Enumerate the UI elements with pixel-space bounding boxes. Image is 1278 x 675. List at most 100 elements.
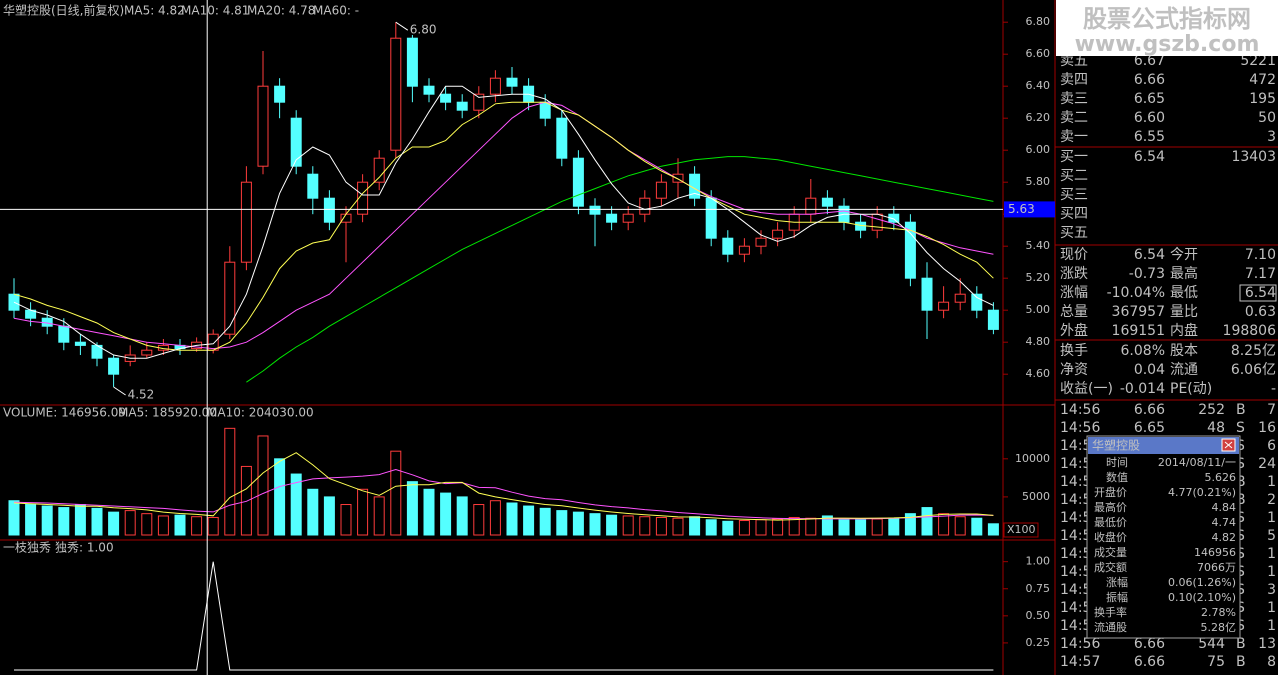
book-price: 6.67	[1134, 53, 1165, 69]
book-volume: 472	[1249, 72, 1276, 88]
volume-bar	[506, 502, 518, 536]
y-tick-label: 0.50	[1026, 609, 1051, 622]
quote-label: 涨跌	[1060, 266, 1088, 282]
candle-body	[456, 101, 468, 111]
volume-bar	[307, 488, 319, 536]
volume-bar	[755, 519, 767, 536]
book-label: 买五	[1060, 225, 1088, 241]
trade-volume: 252	[1198, 402, 1225, 418]
candle-body	[224, 261, 236, 335]
chart-title: 华塑控股(日线,前复权)	[3, 3, 124, 18]
trade-count: 1	[1267, 474, 1276, 490]
candle-body	[589, 205, 601, 215]
candle-body	[373, 157, 385, 183]
volume-bar	[340, 504, 352, 536]
book-label: 卖一	[1060, 129, 1088, 145]
popup-key: 流通股	[1094, 620, 1127, 634]
trade-count: 1	[1267, 618, 1276, 634]
trade-count: 1	[1267, 546, 1276, 562]
ma5-line	[13, 85, 994, 359]
volume-bar	[489, 500, 501, 536]
trade-count: 2	[1267, 492, 1276, 508]
book-label: 买一	[1060, 149, 1088, 165]
candle-body	[987, 309, 999, 330]
candle-body	[423, 85, 435, 95]
quote-value: 6.54	[1134, 247, 1165, 263]
volume-bar	[987, 523, 999, 536]
volume-bar	[954, 516, 966, 536]
y-tick-label: 5.20	[1026, 271, 1051, 284]
trade-count: 7	[1267, 402, 1276, 418]
ma-label: MA60: -	[313, 4, 359, 18]
y-tick-label: 5000	[1022, 490, 1050, 503]
stat-label: 净资	[1060, 362, 1088, 378]
volume-bar	[257, 435, 269, 536]
popup-value: 0.06(1.26%)	[1168, 576, 1236, 589]
quote-value: -10.04%	[1107, 285, 1165, 301]
quote-value: 6.54	[1245, 285, 1276, 301]
book-price: 6.60	[1134, 110, 1165, 126]
candle-body	[274, 85, 286, 103]
book-price: 6.66	[1134, 72, 1165, 88]
candle-body	[240, 181, 252, 263]
candle-body	[954, 293, 966, 303]
volume-ma10-line	[13, 468, 994, 520]
volume-label: VOLUME: 146956.09	[3, 406, 126, 420]
book-price: 6.55	[1134, 129, 1165, 145]
volume-bar	[406, 481, 418, 536]
watermark-url: www.gszb.com	[1075, 32, 1260, 57]
ma-label: MA20: 4.78	[247, 4, 315, 18]
trade-count: 24	[1258, 456, 1276, 472]
low-label: 4.52	[128, 388, 155, 402]
book-label: 买三	[1060, 187, 1088, 203]
quote-label: 最低	[1170, 285, 1198, 301]
trade-side: S	[1236, 420, 1245, 436]
candle-body	[888, 213, 900, 223]
annotation-line	[395, 21, 409, 31]
trade-time: 14:56	[1060, 420, 1100, 436]
volume-bar	[174, 514, 186, 536]
high-label: 6.80	[410, 23, 437, 37]
popup-window	[1086, 435, 1241, 639]
volume-bar	[323, 496, 335, 536]
candle-body	[672, 173, 684, 183]
watermark-box	[1056, 0, 1278, 56]
candle-body	[506, 77, 518, 87]
volume-bar	[290, 473, 302, 536]
candle-body	[821, 197, 833, 207]
trade-volume: 544	[1198, 636, 1225, 652]
unit-box	[1003, 522, 1039, 538]
candle-body	[606, 213, 618, 223]
volume-bar	[8, 500, 20, 536]
volume-label: MA10: 204030.00	[207, 406, 314, 420]
stat-label: 股本	[1170, 343, 1198, 359]
candle-body	[772, 229, 784, 239]
candle-body	[938, 301, 950, 311]
trade-count: 1	[1267, 564, 1276, 580]
stat-label: 流通	[1170, 362, 1198, 378]
book-volume: 3	[1267, 129, 1276, 145]
y-tick-label: 6.40	[1026, 79, 1051, 92]
volume-bar	[971, 517, 983, 536]
volume-unit: X100	[1007, 523, 1036, 536]
stat-value: 0.04	[1134, 362, 1165, 378]
volume-bar	[871, 518, 883, 536]
candle-body	[74, 341, 86, 346]
stat-label: PE(动)	[1170, 381, 1212, 397]
trade-volume: 48	[1207, 420, 1225, 436]
y-tick-label: 0.75	[1026, 582, 1051, 595]
candle-body	[622, 213, 634, 223]
trade-price: 6.66	[1134, 636, 1165, 652]
stat-value: 6.06亿	[1231, 362, 1276, 378]
volume-bar	[124, 510, 136, 536]
volume-bar	[904, 513, 916, 536]
candle-body	[340, 213, 352, 223]
volume-bar	[91, 507, 103, 536]
volume-bar	[821, 515, 833, 536]
popup-titlebar	[1088, 437, 1239, 454]
volume-bar	[274, 458, 286, 536]
volume-bar	[622, 515, 634, 536]
trade-price: 6.65	[1134, 420, 1165, 436]
trade-count: 8	[1267, 654, 1276, 670]
y-tick-label: 1.00	[1026, 555, 1051, 568]
